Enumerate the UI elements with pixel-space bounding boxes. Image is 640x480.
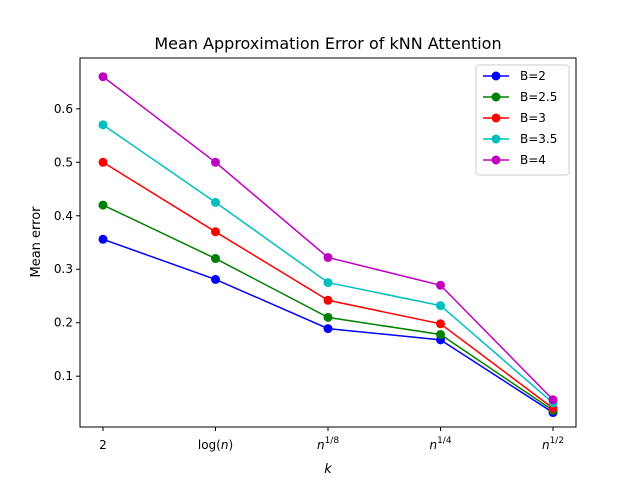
axes: 0.1 0.2 0.3 0.4 0.5 0.6 2 log(n) n1/8 n1/4 n1/2 — [54, 102, 564, 452]
data-point — [436, 329, 445, 339]
y-tick-label: 0.4 — [54, 209, 73, 223]
legend: B=2 B=2.5 B=3 B=3.5 B=4 — [475, 64, 570, 176]
series-line — [102, 204, 554, 412]
chart-title: Mean Approximation Error of kNN Attentio… — [154, 34, 501, 53]
data-point — [98, 234, 108, 244]
data-point — [211, 157, 220, 167]
legend-label: B=3.5 — [520, 132, 557, 146]
legend-label: B=4 — [520, 153, 546, 167]
legend-label: B=2 — [520, 69, 546, 83]
data-point — [323, 278, 333, 288]
data-point — [98, 120, 108, 130]
data-point — [211, 274, 220, 284]
data-point — [323, 295, 333, 305]
data-point — [98, 72, 108, 82]
data-point — [98, 157, 108, 167]
legend-marker — [491, 92, 501, 102]
data-point — [211, 227, 220, 237]
data-point — [323, 252, 333, 262]
data-point — [211, 254, 220, 264]
data-point — [323, 324, 333, 334]
y-tick-label: 0.6 — [54, 102, 73, 116]
legend-box — [475, 64, 570, 176]
data-point — [211, 197, 220, 207]
legend-marker — [491, 155, 501, 165]
data-point — [436, 301, 445, 311]
legend-marker — [491, 134, 501, 144]
x-tick-label: 2 — [99, 438, 107, 452]
plot-area — [98, 72, 558, 418]
data-point — [436, 319, 445, 329]
x-axis-label: k — [324, 462, 332, 477]
x-tick-label: log(n) — [198, 438, 233, 452]
x-tick-label: n1/8 — [317, 436, 339, 452]
x-tick-label: n1/4 — [429, 436, 451, 452]
legend-label: B=2.5 — [520, 90, 557, 104]
y-tick-label: 0.2 — [54, 316, 73, 330]
legend-label: B=3 — [520, 111, 546, 125]
y-tick-label: 0.1 — [54, 369, 73, 383]
data-point — [548, 395, 558, 405]
data-point — [98, 200, 108, 210]
legend-marker — [491, 113, 501, 123]
x-tick-label: n1/2 — [542, 436, 564, 452]
y-axis-label: Mean error — [29, 206, 44, 278]
data-point — [436, 280, 445, 290]
legend-marker — [491, 71, 501, 81]
y-tick-label: 0.3 — [54, 262, 73, 276]
y-tick-label: 0.5 — [54, 155, 73, 169]
data-point — [323, 312, 333, 322]
